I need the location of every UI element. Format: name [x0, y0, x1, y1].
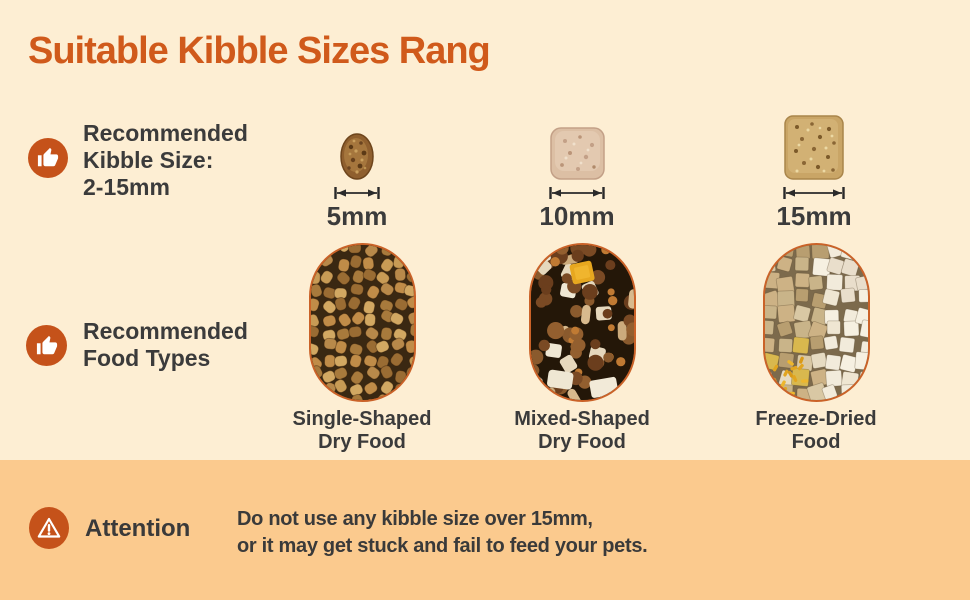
mixed-shaped-dry-food-image: [528, 243, 636, 402]
food-types-heading-line: Food Types: [83, 345, 211, 371]
attention-banner: [0, 460, 970, 600]
kibble-size-heading-line: Kibble Size:: [83, 147, 214, 173]
size-label: 15mm: [776, 201, 852, 231]
size-label: 5mm: [326, 201, 388, 231]
attention-message-line: or it may get stuck and fail to feed you…: [237, 535, 648, 557]
food-caption: Mixed-Shaped Dry Food: [514, 408, 650, 454]
thumbs-up-glyph: [36, 335, 57, 354]
food-caption-line: Mixed-Shaped: [514, 408, 650, 430]
size-item-5mm: 5mm: [287, 104, 427, 232]
kibble-15mm-image: [784, 104, 844, 180]
food-caption-line: Freeze-Dried: [755, 408, 877, 430]
food-item-freeze-dried: Freeze-Dried Food: [731, 243, 901, 454]
attention-message-line: Do not use any kibble size over 15mm,: [237, 508, 593, 530]
food-types-heading: Recommended Food Types: [83, 318, 248, 372]
thumbs-up-glyph: [37, 147, 59, 167]
food-item-single-shaped: Single-Shaped Dry Food: [277, 243, 447, 454]
size-item-15mm: 15mm: [744, 104, 884, 232]
kibble-size-heading: Recommended Kibble Size: 2-15mm: [83, 120, 248, 201]
kibble-5mm-image: [340, 104, 374, 180]
attention-message: Do not use any kibble size over 15mm, or…: [237, 506, 648, 560]
kibble-10mm-image: [549, 104, 605, 180]
freeze-dried-food-image: [762, 243, 870, 402]
food-caption-line: Single-Shaped: [292, 408, 432, 430]
measure-arrow-icon: [783, 187, 845, 199]
single-shaped-dry-food-image: [308, 243, 416, 402]
measure-arrow-icon: [334, 187, 380, 199]
food-item-mixed-shaped: Mixed-Shaped Dry Food: [497, 243, 667, 454]
kibble-size-heading-line: 2-15mm: [83, 174, 170, 200]
warning-icon: [29, 507, 69, 549]
food-caption: Single-Shaped Dry Food: [293, 408, 432, 454]
food-caption-line: Dry Food: [538, 431, 626, 453]
size-item-10mm: 10mm: [507, 104, 647, 232]
measure-arrow-icon: [549, 187, 605, 199]
food-caption: Freeze-Dried Food: [755, 408, 876, 454]
thumbs-up-icon: [28, 138, 68, 178]
food-caption-line: Dry Food: [318, 431, 406, 453]
page-title: Suitable Kibble Sizes Rang: [28, 30, 491, 72]
food-types-heading-line: Recommended: [83, 318, 248, 344]
kibble-size-heading-line: Recommended: [83, 120, 248, 146]
warning-triangle-glyph: [37, 517, 61, 538]
attention-label: Attention: [85, 515, 191, 542]
thumbs-up-icon: [26, 325, 67, 366]
size-label: 10mm: [539, 201, 615, 231]
food-caption-line: Food: [791, 431, 841, 453]
